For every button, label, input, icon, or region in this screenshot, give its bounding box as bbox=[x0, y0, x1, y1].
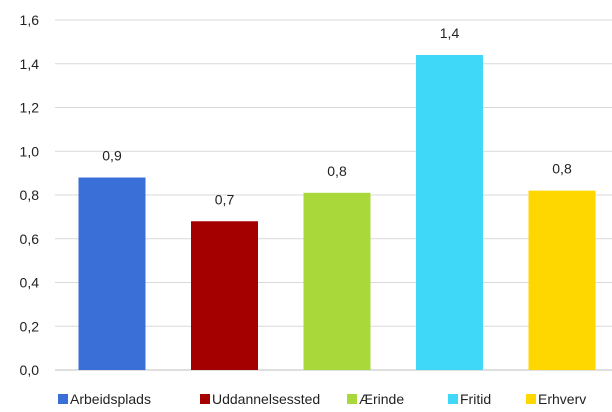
data-labels: 0,9 0,7 0,8 1,4 0,8 bbox=[102, 25, 572, 207]
data-label: 0,7 bbox=[215, 191, 235, 207]
legend-swatch bbox=[200, 394, 210, 404]
bar-3 bbox=[416, 55, 483, 370]
bar-0 bbox=[78, 177, 146, 370]
bar-4 bbox=[528, 190, 596, 370]
legend-item: Fritid bbox=[448, 391, 491, 407]
data-label: 0,9 bbox=[102, 148, 122, 164]
data-label: 0,8 bbox=[327, 163, 347, 179]
y-tick-label: 0,2 bbox=[20, 318, 40, 334]
y-tick-label: 1,2 bbox=[20, 100, 40, 116]
data-label: 1,4 bbox=[440, 25, 460, 41]
legend: Arbeidsplads Uddannelsessted Ærinde Fritid E… bbox=[58, 391, 586, 407]
legend-label: Fritid bbox=[460, 391, 491, 407]
legend-swatch bbox=[58, 394, 68, 404]
data-label: 0,8 bbox=[552, 161, 572, 177]
legend-label: Ærinde bbox=[359, 391, 404, 407]
legend-label: Erhverv bbox=[538, 391, 586, 407]
y-tick-label: 0,0 bbox=[20, 362, 40, 378]
y-tick-label: 1,4 bbox=[20, 56, 40, 72]
y-axis: 0,0 0,2 0,4 0,6 0,8 1,0 1,2 1,4 1,6 bbox=[20, 12, 40, 378]
bar-2 bbox=[303, 192, 371, 370]
legend-item: Ærinde bbox=[347, 391, 404, 407]
legend-swatch bbox=[448, 394, 458, 404]
bars bbox=[78, 55, 596, 370]
y-tick-label: 0,8 bbox=[20, 187, 40, 203]
legend-item: Erhverv bbox=[526, 391, 586, 407]
bar-1 bbox=[191, 221, 258, 370]
legend-swatch bbox=[347, 394, 357, 404]
legend-label: Arbeidsplads bbox=[70, 391, 151, 407]
y-tick-label: 0,4 bbox=[20, 275, 40, 291]
legend-item: Arbeidsplads bbox=[58, 391, 151, 407]
y-tick-label: 0,6 bbox=[20, 231, 40, 247]
legend-item: Uddannelsessted bbox=[200, 391, 320, 407]
legend-swatch bbox=[526, 394, 536, 404]
y-tick-label: 1,6 bbox=[20, 12, 40, 28]
legend-label: Uddannelsessted bbox=[212, 391, 320, 407]
y-tick-label: 1,0 bbox=[20, 143, 40, 159]
